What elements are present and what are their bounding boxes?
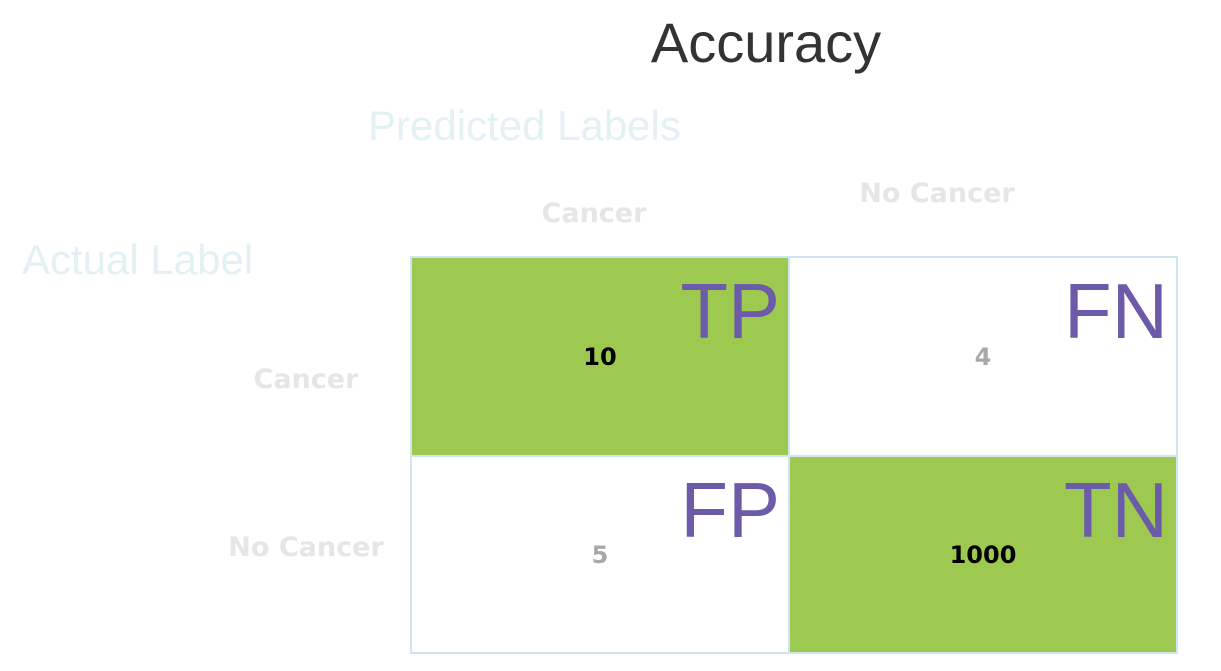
cell-fp: 5 FP bbox=[411, 456, 789, 653]
cell-tn: 1000 TN bbox=[789, 456, 1177, 653]
cell-tag: TN bbox=[1064, 466, 1168, 554]
row-header-cancer: Cancer bbox=[253, 364, 359, 395]
cell-tp: 10 TP bbox=[411, 257, 789, 456]
row-header-no-cancer: No Cancer bbox=[228, 532, 384, 563]
cell-value: 1000 bbox=[949, 540, 1017, 569]
cell-value: 5 bbox=[591, 540, 609, 569]
cell-tag: TP bbox=[680, 267, 780, 355]
cell-tag: FN bbox=[1064, 267, 1168, 355]
cell-value: 10 bbox=[583, 342, 617, 371]
cell-fn: 4 FN bbox=[789, 257, 1177, 456]
cell-value: 4 bbox=[974, 342, 992, 371]
column-header-no-cancer: No Cancer bbox=[859, 178, 1015, 209]
cell-tag: FP bbox=[680, 466, 780, 554]
predicted-labels-axis-title: Predicted Labels bbox=[368, 102, 681, 149]
confusion-matrix: 10 TP 4 FN 5 FP 1000 TN bbox=[410, 256, 1178, 654]
slide-title: Accuracy bbox=[650, 11, 882, 74]
actual-label-axis-title: Actual Label bbox=[22, 236, 254, 283]
column-header-cancer: Cancer bbox=[541, 198, 647, 229]
